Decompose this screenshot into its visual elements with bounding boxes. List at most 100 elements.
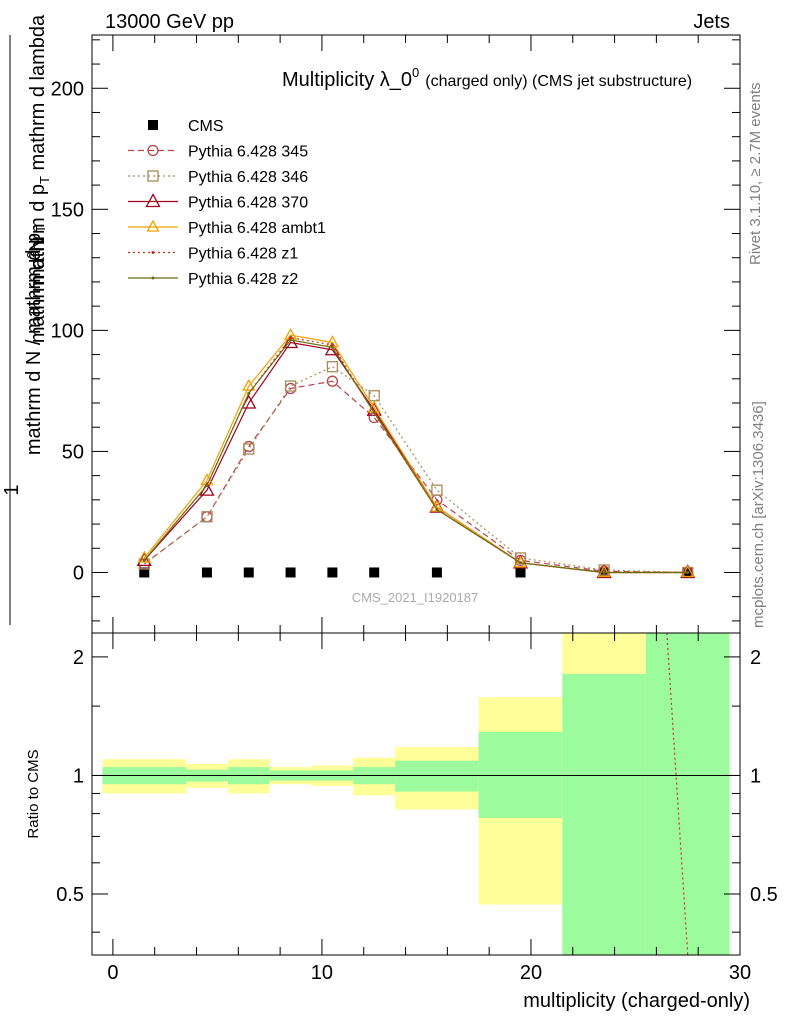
data-point [241, 394, 257, 409]
rivet-version: Rivet 3.1.10, ≥ 2.7M events [747, 83, 764, 266]
main-ytick-label: 150 [51, 199, 84, 221]
legend-marker [151, 251, 155, 254]
data-point [366, 401, 382, 416]
series-line [143, 365, 688, 574]
main-ytick-label: 100 [51, 320, 84, 342]
header-right: Jets [693, 11, 730, 33]
ratio-z1-line [666, 632, 689, 956]
series-3 [136, 334, 696, 579]
ratio-lines [92, 632, 740, 956]
band-inner [562, 673, 646, 955]
ylabel-num-tail: N [27, 237, 49, 251]
data-point [330, 345, 334, 349]
ylabel-main-den: mathrm d N / mathrm d p [23, 233, 45, 455]
ratio-ylabel: Ratio to CMS [25, 749, 42, 838]
legend-entry: Pythia 6.428 346 [188, 169, 308, 186]
series-line [143, 339, 688, 574]
ratio-panel: 0.5 0.5 1 1 2 2 0 10 20 30 Ratio to CMS multipli… [25, 632, 778, 1012]
ratio-xtick-label: 0 [107, 962, 118, 984]
svg-text:mathrm d N / mathrm d pT: mathrm d N / mathrm d pT [23, 225, 48, 455]
data-point [201, 511, 213, 523]
data-point [136, 552, 152, 567]
ratio-xtick-label: 30 [729, 962, 751, 984]
data-point [205, 483, 209, 487]
legend-entry: CMS [188, 118, 224, 135]
band-inner [395, 760, 479, 792]
data-point [372, 411, 376, 415]
ratio-x-ticks: 0 10 20 30 [107, 633, 751, 984]
title-sup: 0 [412, 65, 419, 80]
data-point [247, 391, 251, 395]
ylabel-num-sup: 2 [24, 251, 39, 258]
x-axis-label: multiplicity (charged-only) [523, 990, 750, 1012]
ratio-frame [91, 632, 741, 956]
legend-entry: Pythia 6.428 z2 [188, 271, 298, 288]
data-point [284, 380, 297, 392]
data-point [201, 567, 212, 578]
data-point [369, 567, 380, 578]
data-point [519, 561, 523, 565]
legend: CMS Pythia 6.428 345 Pythia 6.428 346 Pythi… [128, 118, 326, 288]
ratio-ytick-label: 1 [73, 765, 84, 787]
legend-marker [147, 144, 159, 157]
legend-entry: Pythia 6.428 ambt1 [188, 220, 326, 237]
analysis-watermark: CMS_2021_I1920187 [352, 590, 479, 605]
data-point [139, 567, 150, 578]
legend-entry: Pythia 6.428 z1 [188, 246, 298, 263]
band-inner [478, 731, 563, 818]
data-point [243, 567, 254, 578]
header-left: 13000 GeV pp [105, 11, 234, 33]
series-6 [142, 338, 690, 574]
data-point [243, 443, 255, 455]
legend-marker [151, 276, 155, 280]
data-point [285, 567, 296, 578]
legend-marker [147, 170, 159, 182]
series-line [143, 334, 688, 574]
main-ytick-label: 200 [51, 78, 84, 100]
data-point [431, 567, 442, 578]
ratio-y-ticks: 0.5 0.5 1 1 2 2 [56, 647, 778, 933]
data-point [513, 555, 528, 568]
ratio-bands [102, 633, 730, 955]
legend-entry: Pythia 6.428 345 [188, 144, 308, 161]
data-point [431, 484, 443, 496]
svg-text:mathrm d pT mathrm d lambda: mathrm d pT mathrm d lambda [27, 14, 52, 285]
ratio-ytick-label-right: 2 [750, 647, 761, 669]
ylabel-main: 1 [1, 484, 23, 495]
data-point [681, 565, 695, 578]
data-point [289, 336, 293, 340]
series-layer [136, 327, 696, 579]
series-line [143, 336, 688, 574]
y-axis-label: mathrm d2N mathrm d pT mathrm d lambda 1… [1, 14, 52, 625]
series-2 [138, 361, 694, 579]
ratio-ytick-label-right: 1 [750, 765, 761, 787]
ratio-ytick-label: 2 [73, 647, 84, 669]
ylabel-den: mathrm d p [27, 184, 49, 285]
main-y-ticks: 0 50 100 150 200 [51, 39, 740, 622]
series-5 [142, 336, 690, 574]
svg-text:mathrm d2N: mathrm d2N [24, 237, 49, 343]
title-main: Multiplicity λ_0 [282, 69, 412, 91]
main-x-ticks [112, 35, 741, 633]
ratio-ytick-label-right: 0.5 [750, 884, 778, 906]
data-point [326, 375, 339, 387]
data-point [324, 341, 340, 356]
data-point [242, 378, 256, 391]
series-line [143, 380, 688, 574]
ylabel-den-sub: T [37, 176, 52, 184]
ratio-xtick-label: 10 [311, 962, 333, 984]
legend-marker [145, 193, 161, 208]
data-point [201, 511, 213, 523]
data-point [686, 570, 690, 574]
legend-marker [146, 219, 160, 232]
data-point [435, 508, 439, 512]
ratio-ytick-label: 0.5 [56, 884, 84, 906]
data-point [597, 565, 611, 578]
legend-entry: Pythia 6.428 370 [188, 195, 308, 212]
data-point [602, 570, 606, 574]
ylabel-main-den-sub: T [33, 225, 48, 233]
main-ytick-label: 0 [73, 562, 84, 584]
data-point [282, 334, 299, 349]
legend-marker [148, 120, 158, 130]
